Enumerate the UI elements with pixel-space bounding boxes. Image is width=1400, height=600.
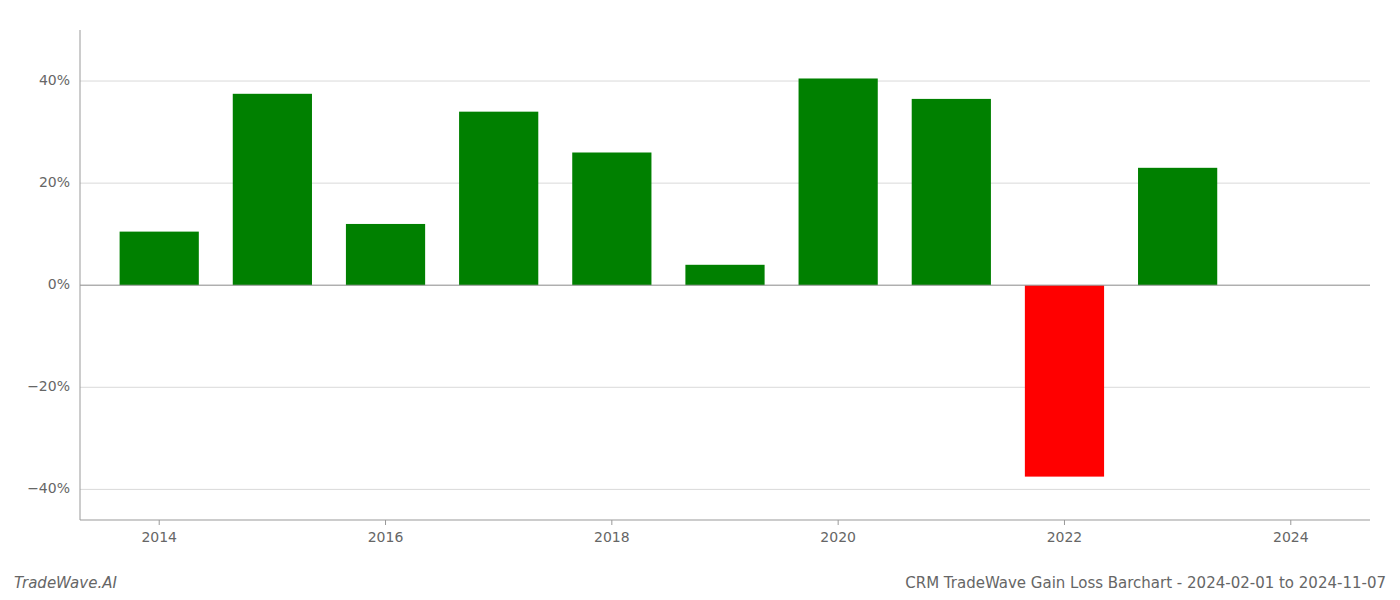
chart-container: −40% −20% 0% 20% 40% 2014 2016 2018 2020 2022 2024… <box>0 0 1400 600</box>
grid-line <box>80 489 1370 490</box>
grid-line <box>80 285 1370 286</box>
x-tick-label: 2014 <box>141 529 177 545</box>
x-ticks: 2014 2016 2018 2020 2022 2024 <box>141 520 1308 545</box>
page: {"chart_data": {"type": "bar", "title": … <box>0 0 1400 600</box>
x-axis-line <box>80 520 1370 521</box>
axes <box>80 30 1370 520</box>
chart-svg: −40% −20% 0% 20% 40% 2014 2016 2018 2020 2022 2024… <box>0 0 1400 600</box>
bar <box>120 232 199 286</box>
bar <box>572 153 651 286</box>
bar <box>685 265 764 285</box>
y-axis-line <box>80 30 81 520</box>
y-tick-label: 0% <box>48 276 70 292</box>
y-grid <box>80 81 1370 489</box>
y-tick-labels: −40% −20% 0% 20% 40% <box>27 72 70 496</box>
zero-line <box>80 285 1370 286</box>
x-tick-label: 2020 <box>820 529 856 545</box>
tick-mark <box>159 520 160 525</box>
bar <box>1025 285 1104 476</box>
y-tick-label: −20% <box>27 378 70 394</box>
grid-line <box>80 81 1370 82</box>
bars <box>120 78 1218 476</box>
tick-mark <box>1064 520 1065 525</box>
title: CRM TradeWave Gain Loss Barchart - 2024-… <box>905 574 1386 592</box>
background <box>0 0 1400 600</box>
y-tick-label: 40% <box>39 72 70 88</box>
tick-mark <box>1290 520 1291 525</box>
bar <box>1138 168 1217 285</box>
y-tick-label: −40% <box>27 480 70 496</box>
watermark: TradeWave.AI <box>14 574 117 592</box>
x-tick-label: 2016 <box>368 529 404 545</box>
tick-mark <box>611 520 612 525</box>
bar <box>799 78 878 285</box>
grid-line <box>80 387 1370 388</box>
tick-mark <box>385 520 386 525</box>
bar <box>912 99 991 285</box>
x-tick-label: 2018 <box>594 529 630 545</box>
bar <box>233 94 312 285</box>
x-tick-label: 2022 <box>1047 529 1083 545</box>
bar <box>459 112 538 286</box>
bar <box>346 224 425 285</box>
y-tick-label: 20% <box>39 174 70 190</box>
x-tick-label: 2024 <box>1273 529 1309 545</box>
tick-mark <box>838 520 839 525</box>
